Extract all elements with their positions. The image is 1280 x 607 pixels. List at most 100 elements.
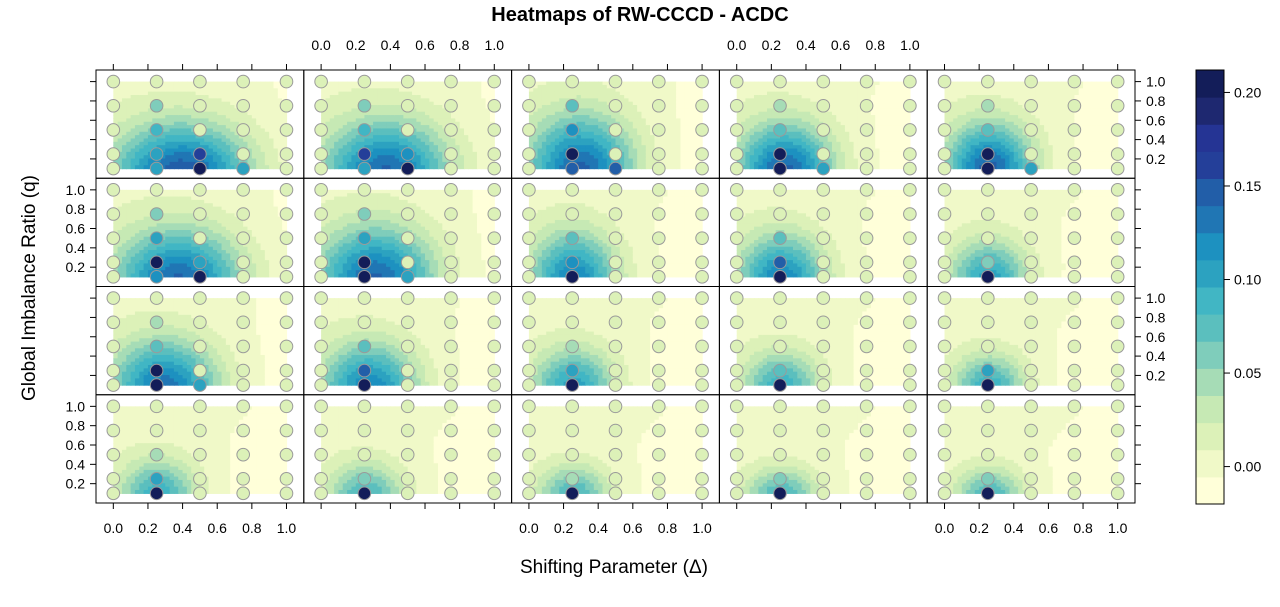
- heat-cell: [810, 131, 816, 136]
- heat-cell: [576, 98, 582, 103]
- heat-cell: [381, 81, 387, 86]
- heat-cell: [420, 135, 426, 140]
- heat-cell: [797, 148, 803, 153]
- heat-cell: [269, 108, 275, 113]
- heat-cell: [831, 125, 837, 130]
- heat-cell: [347, 135, 353, 140]
- heat-cell: [338, 141, 344, 146]
- heat-cell: [386, 94, 391, 99]
- heat-cell: [767, 141, 772, 146]
- heat-cell: [134, 148, 140, 153]
- heat-cell: [412, 131, 417, 136]
- heat-cell: [663, 161, 669, 166]
- heat-cell: [979, 145, 985, 150]
- heat-cell: [230, 94, 236, 99]
- heat-cell: [160, 135, 166, 140]
- heat-cell: [606, 111, 612, 116]
- heat-cell: [654, 88, 660, 93]
- heat-cell: [888, 121, 894, 126]
- heat-cell: [1000, 84, 1006, 89]
- heat-cell: [849, 128, 855, 133]
- heat-cell: [221, 118, 227, 123]
- heat-cell: [1035, 135, 1041, 140]
- heat-cell: [338, 135, 344, 140]
- heat-cell: [645, 125, 651, 130]
- heat-cell: [347, 141, 353, 146]
- heat-cell: [606, 115, 612, 119]
- heat-cell: [987, 141, 993, 146]
- heat-cell: [827, 158, 833, 163]
- heat-cell: [1039, 141, 1045, 146]
- heat-cell: [624, 88, 630, 93]
- heat-cell: [948, 91, 954, 96]
- heat-cell: [143, 161, 149, 166]
- heat-cell: [264, 155, 270, 160]
- heat-cell: [269, 148, 275, 153]
- heat-cell: [208, 98, 214, 103]
- data-point: [729, 147, 744, 161]
- heat-cell: [892, 118, 898, 123]
- heat-cell: [957, 165, 963, 170]
- heat-cell: [883, 158, 889, 163]
- heat-cell: [178, 121, 184, 126]
- heat-cell: [256, 101, 262, 106]
- heat-cell: [485, 131, 491, 136]
- heat-cell: [130, 128, 136, 133]
- heat-cell: [1026, 138, 1032, 143]
- heat-cell: [121, 98, 127, 103]
- heat-cell: [637, 84, 643, 89]
- heat-cell: [420, 101, 426, 106]
- heat-cell: [130, 108, 136, 113]
- heat-cell: [1035, 115, 1041, 119]
- data-point: [729, 123, 744, 137]
- heat-cell: [836, 98, 842, 103]
- heat-cell: [546, 101, 552, 106]
- heat-cell: [230, 131, 236, 136]
- heat-cell: [459, 131, 465, 136]
- heat-cell: [589, 88, 595, 93]
- heat-cell: [953, 138, 959, 143]
- heat-cell: [425, 145, 430, 150]
- heat-cell: [585, 121, 591, 126]
- heat-cell: [230, 128, 236, 133]
- heat-cell: [1005, 125, 1011, 130]
- heat-cell: [645, 118, 651, 123]
- heat-cell: [1005, 128, 1011, 133]
- heat-cell: [537, 105, 543, 109]
- heat-cell: [381, 111, 387, 116]
- heat-cell: [485, 121, 491, 126]
- heat-cell: [230, 148, 236, 153]
- heat-cell: [260, 161, 266, 166]
- heat-cell: [260, 81, 266, 86]
- heat-cell: [425, 81, 430, 86]
- heat-cell: [632, 148, 638, 153]
- heat-cell: [386, 121, 391, 126]
- heat-cell: [831, 88, 837, 93]
- heat-cell: [671, 98, 677, 103]
- heat-cell: [373, 138, 378, 143]
- heat-cell: [628, 128, 634, 133]
- heat-cell: [550, 141, 556, 146]
- heat-cell: [182, 81, 188, 86]
- heat-cell: [377, 165, 383, 170]
- heat-cell: [948, 145, 954, 150]
- heat-cell: [836, 88, 842, 93]
- heat-cell: [373, 91, 378, 96]
- heat-cell: [1039, 138, 1045, 143]
- heat-cell: [256, 118, 262, 123]
- heat-cell: [121, 108, 127, 113]
- heat-cell: [901, 155, 907, 160]
- heat-cell: [883, 128, 889, 133]
- heat-cell: [186, 151, 192, 156]
- heat-cell: [650, 98, 656, 103]
- heat-cell: [784, 135, 790, 140]
- heat-cell: [987, 88, 993, 93]
- heat-cell: [559, 111, 565, 116]
- heat-cell: [269, 105, 275, 109]
- heat-cell: [1022, 91, 1028, 96]
- heat-cell: [970, 141, 976, 146]
- heat-cell: [680, 88, 686, 93]
- heat-cell: [204, 148, 210, 153]
- heat-cell: [165, 101, 171, 106]
- heat-cell: [554, 138, 560, 143]
